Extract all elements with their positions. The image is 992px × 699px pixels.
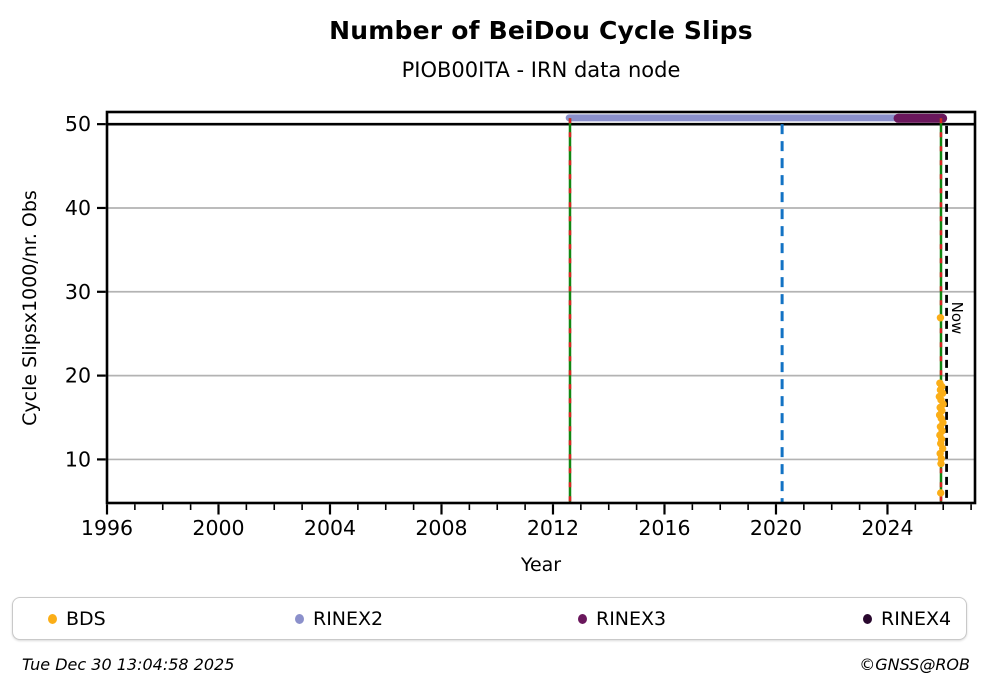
now-annotation: Now: [948, 301, 966, 335]
y-tick-label: 30: [65, 280, 91, 304]
x-tick-label: 2004: [304, 516, 356, 540]
plot-area: 1996 2000 2004 2008 2012 2016 2020 2024 10 20 30 40…: [65, 110, 977, 540]
y-axis-label: Cycle Slipsx1000/nr. Obs: [19, 190, 41, 426]
x-axis-label: Year: [520, 554, 562, 576]
y-tick-label: 50: [65, 112, 91, 136]
legend-label: RINEX4: [881, 607, 952, 630]
chart-title: Number of BeiDou Cycle Slips: [329, 16, 753, 45]
legend-item-rinex2: RINEX2: [295, 598, 383, 639]
legend-item-rinex4: RINEX4: [863, 598, 951, 639]
x-tick-label: 1996: [81, 516, 133, 540]
legend-label: RINEX3: [596, 607, 667, 630]
chart-subtitle: PIOB00ITA - IRN data node: [401, 58, 681, 82]
legend: BDS RINEX2 RINEX3 RINEX4: [12, 597, 967, 640]
legend-item-rinex3: RINEX3: [578, 598, 666, 639]
bds-point: [936, 314, 945, 322]
legend-label: RINEX2: [313, 607, 384, 630]
legend-marker-icon: [295, 613, 304, 624]
bds-point: [937, 489, 945, 497]
legend-label: BDS: [66, 607, 106, 630]
y-tick-label: 40: [65, 196, 91, 220]
footer-timestamp: Tue Dec 30 13:04:58 2025: [22, 655, 235, 674]
x-tick-label: 2000: [192, 516, 244, 540]
x-tick-label: 2012: [527, 516, 579, 540]
x-tick-label: 2016: [638, 516, 690, 540]
y-tick-label: 10: [65, 447, 91, 471]
legend-marker-icon: [48, 613, 57, 624]
x-tick-label: 2008: [415, 516, 467, 540]
legend-marker-icon: [578, 613, 587, 624]
plot-border: [105, 110, 977, 505]
legend-marker-icon: [863, 613, 872, 624]
footer-credit: ©GNSS@ROB: [859, 655, 970, 674]
x-tick-label: 2020: [750, 516, 802, 540]
legend-item-bds: BDS: [48, 598, 106, 639]
bds-point: [937, 459, 945, 468]
x-tick-label: 2024: [861, 516, 913, 540]
y-tick-label: 20: [65, 364, 91, 388]
